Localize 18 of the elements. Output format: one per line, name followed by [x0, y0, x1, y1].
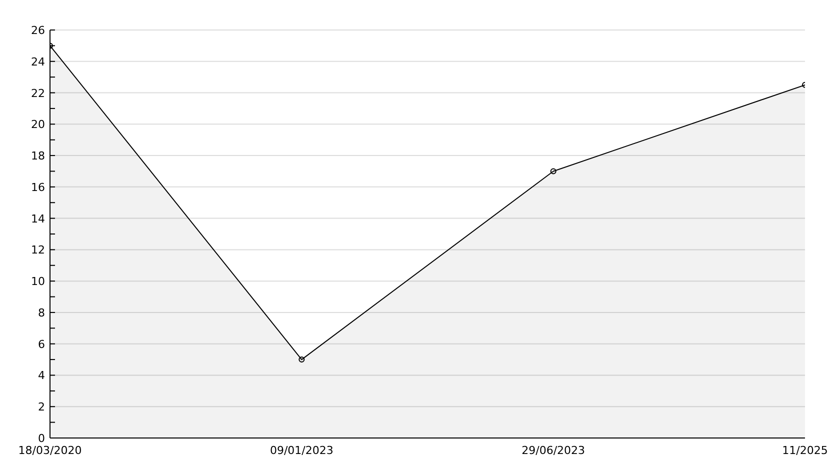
y-tick-label: 10	[31, 275, 45, 288]
y-tick-label: 24	[31, 55, 45, 68]
y-tick-label: 26	[31, 24, 45, 37]
y-tick-label: 2	[38, 400, 45, 414]
x-tick-label: 09/01/2023	[270, 444, 334, 457]
x-tick-label: 29/06/2023	[522, 444, 586, 457]
x-tick-label: 18/03/2020	[18, 444, 82, 457]
y-tick-label: 8	[38, 306, 45, 320]
y-tick-label: 14	[31, 212, 45, 226]
y-tick-label: 18	[31, 150, 45, 163]
y-tick-label: 0	[38, 432, 45, 445]
y-tick-label: 6	[38, 338, 45, 351]
y-tick-label: 12	[31, 244, 45, 257]
x-tick-label: 11/2025	[782, 444, 828, 457]
y-tick-label: 4	[38, 369, 45, 382]
y-tick-label: 22	[31, 86, 45, 100]
y-tick-label: 20	[31, 118, 45, 132]
y-tick-label: 16	[31, 180, 45, 194]
